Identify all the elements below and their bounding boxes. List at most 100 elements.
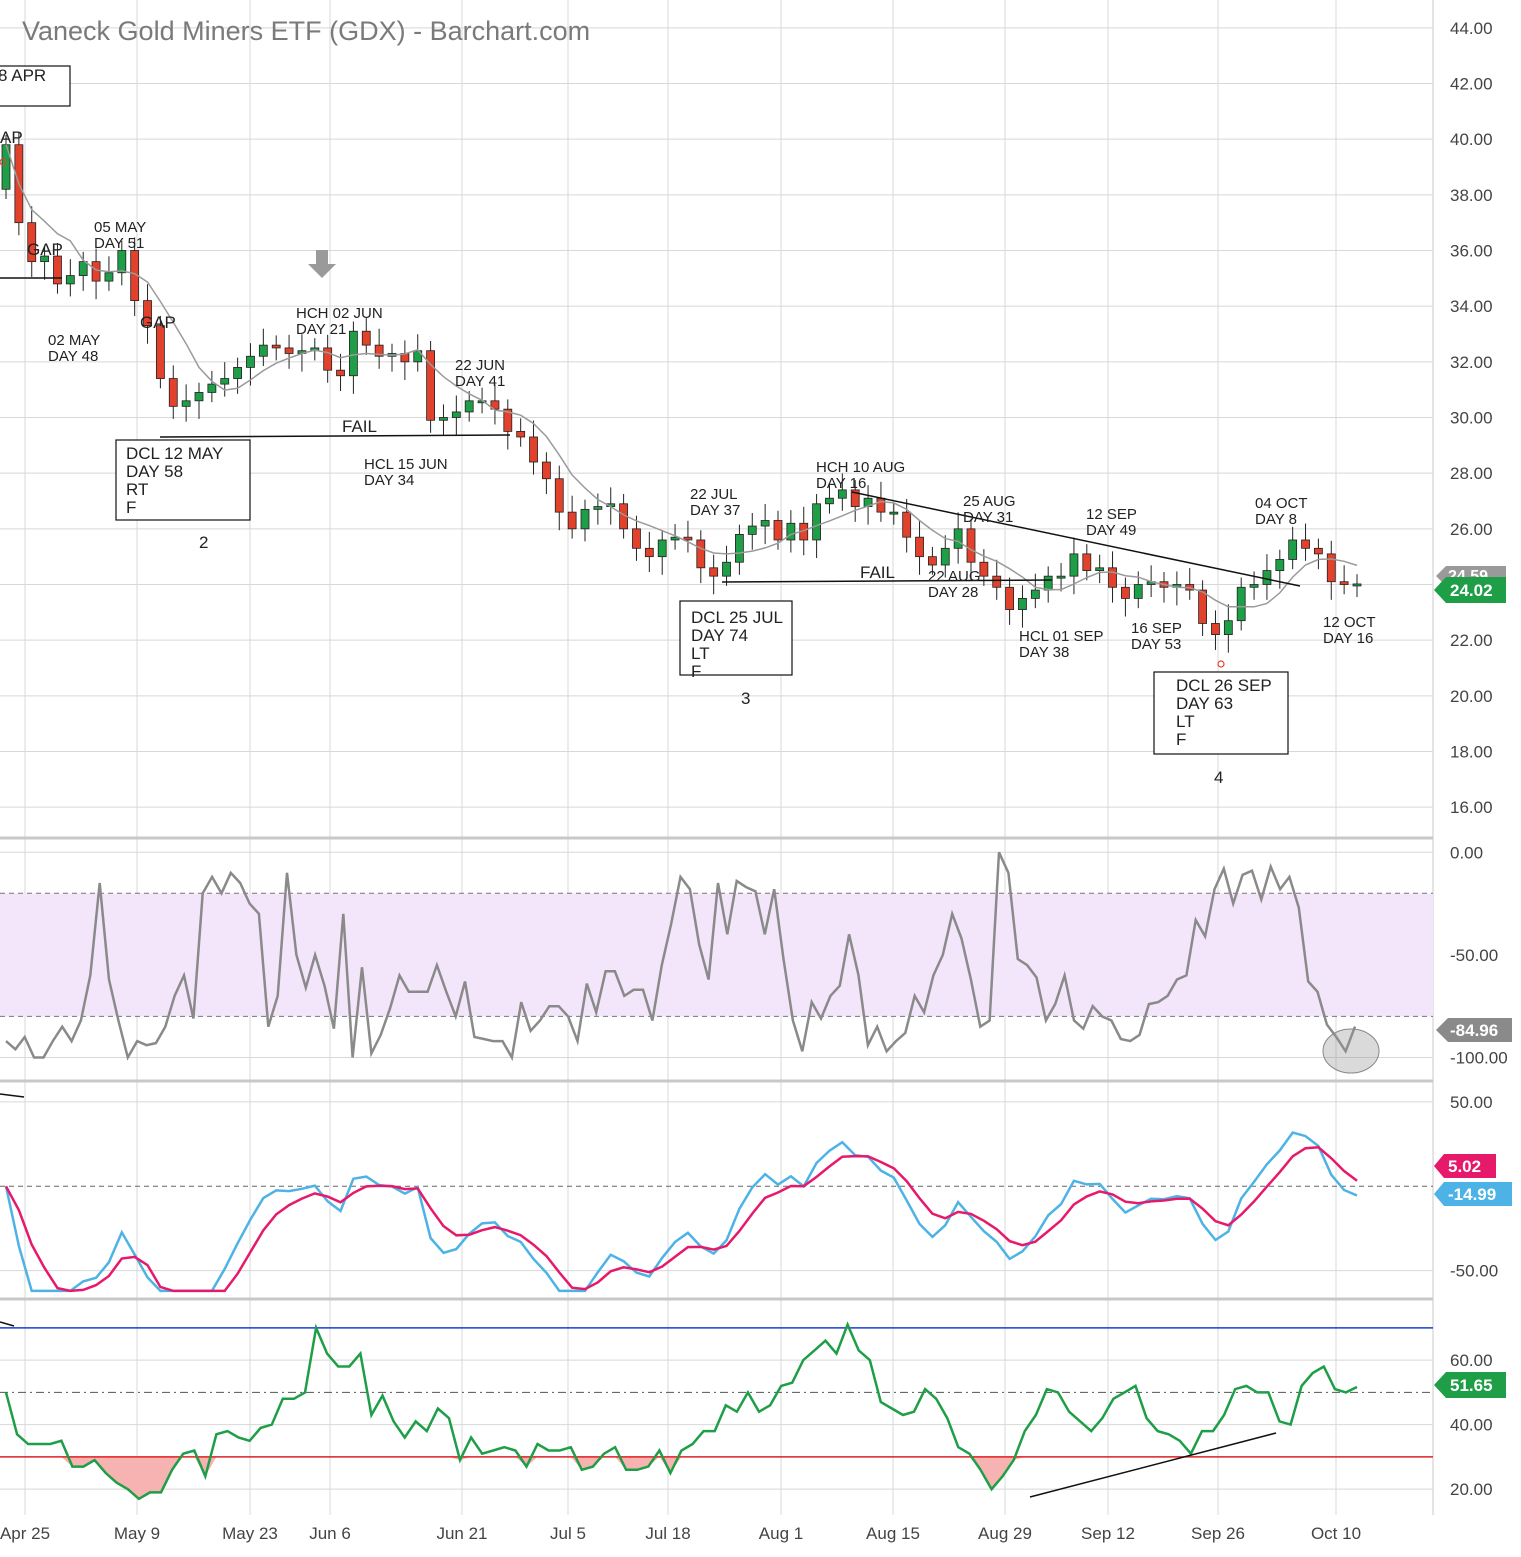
candle-body xyxy=(992,575,1002,588)
stochastic-line xyxy=(5,851,1357,1062)
candle-body xyxy=(117,250,127,274)
candle-body xyxy=(670,536,680,541)
resistance-trendline xyxy=(851,491,1301,587)
price-tick-label: 22.00 xyxy=(1450,631,1493,650)
candle-body xyxy=(1018,598,1027,610)
candle-body xyxy=(246,355,255,368)
rsi-line xyxy=(4,1321,1358,1501)
candle-body xyxy=(284,347,294,354)
candle-body xyxy=(464,400,474,413)
candle-body xyxy=(271,344,281,349)
candle-body xyxy=(451,411,461,418)
candle-body xyxy=(1288,539,1298,560)
candle-body xyxy=(426,350,436,421)
annotation-box xyxy=(0,65,71,107)
x-tick-label: Aug 15 xyxy=(866,1524,920,1543)
candle-body xyxy=(1030,589,1040,599)
price-tick-label: 16.00 xyxy=(1450,798,1493,817)
candle-body xyxy=(1352,583,1362,587)
candle-body xyxy=(876,497,886,513)
annotation-label: DCL 25 JUL xyxy=(691,608,783,627)
cycle-high-marker xyxy=(0,158,7,166)
rsi-trend-stub xyxy=(0,1321,15,1327)
macd-fast-label: -14.99 xyxy=(1448,1185,1496,1204)
annotation-label: DAY 34 xyxy=(364,472,414,489)
candle-body xyxy=(1339,581,1349,585)
annotation-label: GAP xyxy=(27,240,63,259)
candle-body xyxy=(374,344,384,357)
annotation-label: HCH 02 JUN xyxy=(296,305,383,322)
candle-body xyxy=(439,417,448,421)
candle-body xyxy=(1133,584,1143,599)
annotation-label: HCL 01 SEP xyxy=(1019,628,1104,645)
candle-body xyxy=(1121,586,1130,599)
candle-body xyxy=(850,489,860,507)
candle-body xyxy=(155,325,165,379)
candle-body xyxy=(53,255,62,285)
candle-body xyxy=(194,392,204,402)
annotation-label: DCL 12 MAY xyxy=(126,444,223,463)
annotation-label: DAY 74 xyxy=(691,626,748,645)
annotation-label: DAY 28 xyxy=(928,584,978,601)
candle-body xyxy=(1108,567,1117,588)
annotation-label: 8 APR xyxy=(0,66,46,85)
stoch-tick-label: -100.00 xyxy=(1450,1048,1508,1067)
annotation-label: DAY 31 xyxy=(963,509,1013,526)
annotation-label: LT xyxy=(691,644,710,663)
annotation-label: F xyxy=(691,662,701,681)
x-tick-label: Aug 1 xyxy=(759,1524,803,1543)
annotation-label: DAY 58 xyxy=(126,462,183,481)
annotation-label: RT xyxy=(126,480,148,499)
candle-body xyxy=(567,511,577,530)
candle-body xyxy=(966,528,976,563)
annotation-label: 3 xyxy=(741,689,750,708)
highlight-circle xyxy=(1322,1028,1380,1074)
stoch-value-badge xyxy=(1436,1018,1512,1042)
macd-slow-label: 5.02 xyxy=(1448,1157,1481,1176)
macd-fast-line xyxy=(4,1131,1358,1293)
price-tick-label: 36.00 xyxy=(1450,242,1493,261)
macd-fast-badge xyxy=(1434,1182,1512,1206)
x-tick-label: Jun 21 xyxy=(436,1524,487,1543)
annotation-label: 25 AUG xyxy=(963,493,1016,510)
support-line-2 xyxy=(721,579,1053,583)
annotation-label: DAY 8 xyxy=(1255,511,1297,528)
candle-body xyxy=(915,536,924,558)
candle-body xyxy=(786,522,796,541)
candle-body xyxy=(181,400,191,407)
candle-body xyxy=(91,261,101,282)
candle-body xyxy=(632,528,641,549)
annotation-label: F xyxy=(126,498,136,517)
candle-body xyxy=(554,478,564,513)
candle-body xyxy=(516,431,526,438)
price-tick-label: 26.00 xyxy=(1450,520,1493,539)
support-line-1 xyxy=(159,434,511,438)
candle-body xyxy=(644,547,654,558)
price-tick-label: 44.00 xyxy=(1450,19,1493,38)
annotation-label: 16 SEP xyxy=(1131,620,1182,637)
annotation-label: DAY 38 xyxy=(1019,644,1069,661)
candle-body xyxy=(1314,547,1323,555)
candle-body xyxy=(1249,584,1259,588)
x-tick-label: Jul 5 xyxy=(550,1524,586,1543)
macd-tick-label: -50.00 xyxy=(1450,1262,1498,1281)
candle-body xyxy=(773,520,783,541)
candle-body xyxy=(580,508,590,530)
annotation-label: DAY 21 xyxy=(296,321,346,338)
candle-body xyxy=(1236,586,1246,622)
candle-body xyxy=(837,489,847,499)
candle-body xyxy=(696,539,706,569)
annotation-label: DAY 41 xyxy=(455,373,505,390)
candle-body xyxy=(940,547,950,566)
annotation-label: DAY 51 xyxy=(94,235,144,252)
candle-body xyxy=(979,561,989,577)
annotation-label: DAY 37 xyxy=(690,502,740,519)
price-tick-label: 32.00 xyxy=(1450,353,1493,372)
annotation-label: DCL 26 SEP xyxy=(1176,676,1272,695)
candle-body xyxy=(27,222,37,263)
candle-body xyxy=(1095,567,1105,571)
annotation-label: 4 xyxy=(1214,768,1223,787)
annotation-box xyxy=(115,439,251,521)
x-tick-label: Aug 29 xyxy=(978,1524,1032,1543)
